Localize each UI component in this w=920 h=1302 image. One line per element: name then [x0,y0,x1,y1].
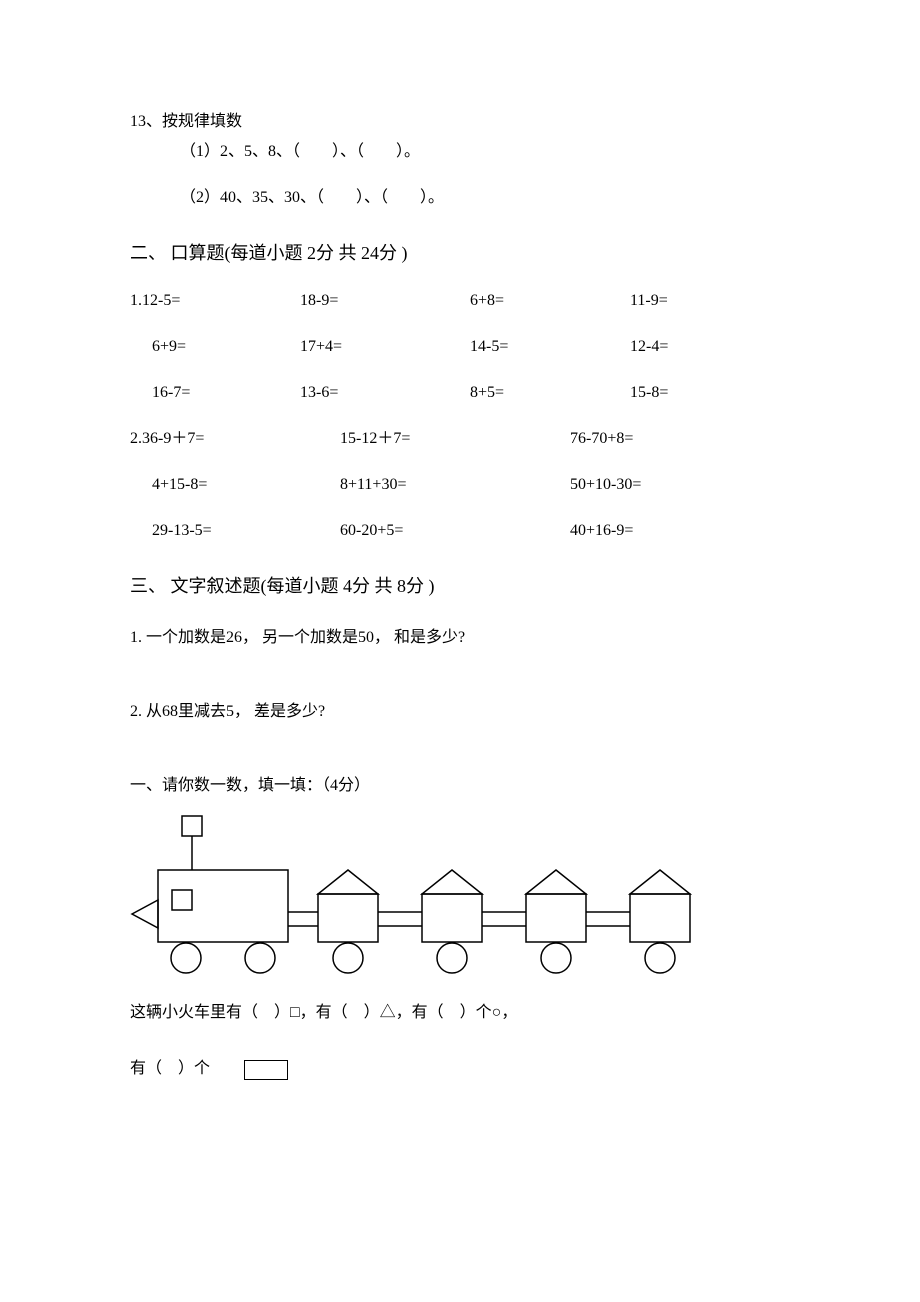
calc-cell: 16-7= [130,381,300,405]
calc-cell: 40+16-9= [570,519,770,543]
calc-cell: 15-12＋7= [340,427,570,451]
section3-q1: 1. 一个加数是26， 另一个加数是50， 和是多少? [130,626,790,650]
train-diagram [130,814,730,974]
count-answer1: 这辆小火车里有（ ）□，有（ ）△，有（ ）个○， [130,994,790,1032]
calc-cell: 4+15-8= [130,473,340,497]
calc-cell: 12-4= [630,335,780,359]
rectangle-icon [244,1060,288,1080]
calc-cell: 1.12-5= [130,289,300,313]
section3-header: 三、 文字叙述题(每道小题 4分 共 8分 ) [130,573,790,600]
calc-cell: 76-70+8= [570,427,770,451]
count-answer2: 有（ ）个 [130,1050,790,1088]
count-header: 一、请你数一数，填一填：（4分） [130,774,790,798]
q13-sub2: （2）40、35、30、（ ）、（ ）。 [130,186,790,210]
section3-q2: 2. 从68里减去5， 差是多少? [130,700,790,724]
calc-cell: 60-20+5= [340,519,570,543]
calc-cell: 11-9= [630,289,780,313]
calc-cell: 8+11+30= [340,473,570,497]
q13-sub1: （1）2、5、8、（ ）、（ ）。 [130,140,790,164]
calc-grid-1: 1.12-5= 18-9= 6+8= 11-9= 6+9= 17+4= 14-5… [130,289,790,405]
calc-cell: 6+8= [470,289,630,313]
calc-cell: 50+10-30= [570,473,770,497]
calc-cell: 8+5= [470,381,630,405]
q13-title: 13、按规律填数 [130,110,790,134]
calc-cell: 14-5= [470,335,630,359]
calc-cell: 18-9= [300,289,470,313]
calc-cell: 29-13-5= [130,519,340,543]
calc-cell: 17+4= [300,335,470,359]
calc-cell: 6+9= [130,335,300,359]
calc-grid-2: 2.36-9＋7= 15-12＋7= 76-70+8= 4+15-8= 8+11… [130,427,790,543]
calc-cell: 15-8= [630,381,780,405]
section2-header: 二、 口算题(每道小题 2分 共 24分 ) [130,240,790,267]
calc-cell: 2.36-9＋7= [130,427,340,451]
calc-cell: 13-6= [300,381,470,405]
count-answer2-text: 有（ ）个 [130,1060,210,1077]
